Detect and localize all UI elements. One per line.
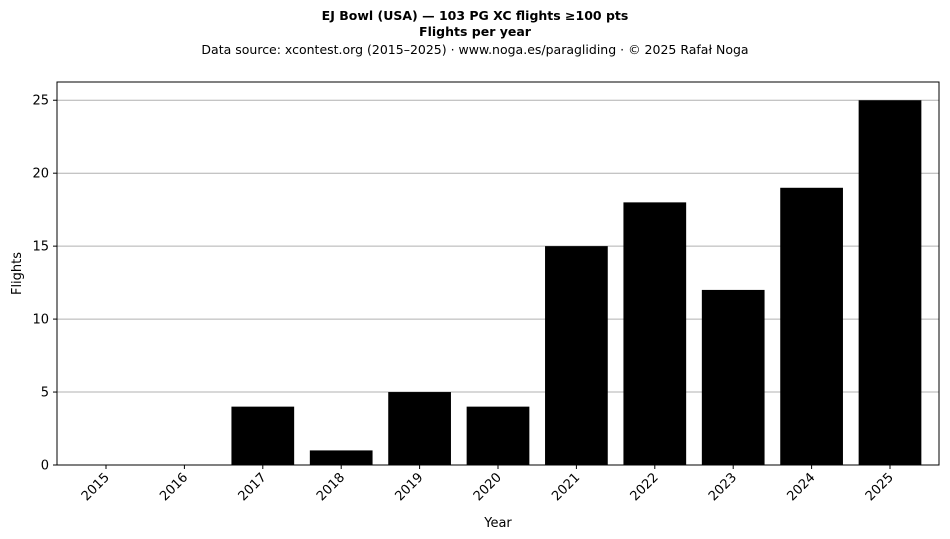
bar-2019 xyxy=(388,392,451,465)
bar-2022 xyxy=(623,202,687,465)
x-tick-label-2018: 2018 xyxy=(314,470,348,504)
bar-2021 xyxy=(545,246,608,465)
bar-layer xyxy=(231,100,922,465)
bar-2023 xyxy=(701,289,765,465)
y-tick-label: 0 xyxy=(41,459,49,474)
chart-title: EJ Bowl (USA) — 103 PG XC flights ≥100 p… xyxy=(321,8,629,23)
bar-2020 xyxy=(466,406,530,465)
x-tick-label-2021: 2021 xyxy=(549,470,583,504)
x-tick-label-2019: 2019 xyxy=(392,470,426,504)
y-tick-label: 10 xyxy=(32,313,49,328)
chart-subtitle: Data source: xcontest.org (2015–2025) · … xyxy=(201,42,749,57)
y-tick-label: 25 xyxy=(32,94,49,109)
bar-2025 xyxy=(858,100,922,465)
y-axis-label: Flights xyxy=(10,252,25,295)
x-tick-label-2023: 2023 xyxy=(706,470,740,504)
x-tick-label-2020: 2020 xyxy=(471,470,505,504)
x-tick-label-2024: 2024 xyxy=(784,470,818,504)
y-tick-label: 20 xyxy=(32,167,49,182)
x-tick-label-2016: 2016 xyxy=(157,470,191,504)
y-tick-label: 5 xyxy=(41,386,49,401)
bar-2017 xyxy=(231,406,295,465)
x-tick-label-2017: 2017 xyxy=(236,470,270,504)
x-tick-label-2015: 2015 xyxy=(79,470,113,504)
x-axis-label: Year xyxy=(483,516,512,531)
chart-title-line2: Flights per year xyxy=(419,24,531,39)
y-tick-label: 15 xyxy=(32,240,49,255)
chart-title-block: EJ Bowl (USA) — 103 PG XC flights ≥100 p… xyxy=(0,8,950,58)
x-tick-label-2022: 2022 xyxy=(628,470,662,504)
bar-2024 xyxy=(780,187,843,465)
x-tick-label-2025: 2025 xyxy=(863,470,897,504)
bar-2018 xyxy=(309,450,373,465)
